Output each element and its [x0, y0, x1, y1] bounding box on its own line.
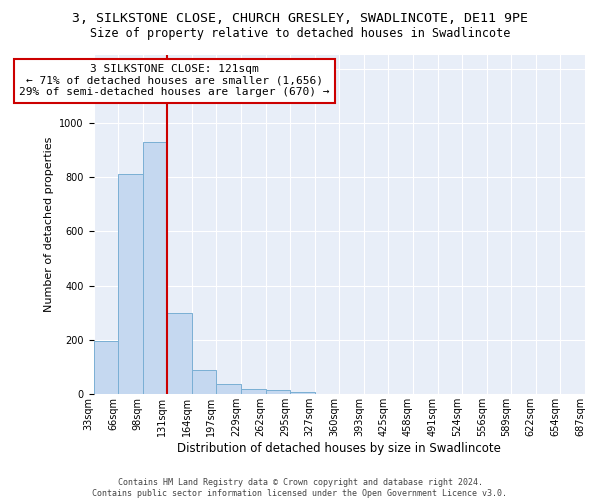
Bar	[192, 370, 217, 394]
Bar	[143, 142, 167, 395]
Bar	[290, 392, 314, 394]
Bar	[94, 342, 118, 394]
Bar	[167, 313, 192, 394]
Bar	[118, 174, 143, 394]
Text: Contains HM Land Registry data © Crown copyright and database right 2024.
Contai: Contains HM Land Registry data © Crown c…	[92, 478, 508, 498]
Text: Size of property relative to detached houses in Swadlincote: Size of property relative to detached ho…	[90, 28, 510, 40]
Y-axis label: Number of detached properties: Number of detached properties	[44, 137, 53, 312]
Bar	[266, 390, 290, 394]
Bar	[217, 384, 241, 394]
Text: 3, SILKSTONE CLOSE, CHURCH GRESLEY, SWADLINCOTE, DE11 9PE: 3, SILKSTONE CLOSE, CHURCH GRESLEY, SWAD…	[72, 12, 528, 26]
Bar	[241, 389, 266, 394]
Text: 3 SILKSTONE CLOSE: 121sqm
← 71% of detached houses are smaller (1,656)
29% of se: 3 SILKSTONE CLOSE: 121sqm ← 71% of detac…	[19, 64, 330, 98]
X-axis label: Distribution of detached houses by size in Swadlincote: Distribution of detached houses by size …	[178, 442, 501, 455]
